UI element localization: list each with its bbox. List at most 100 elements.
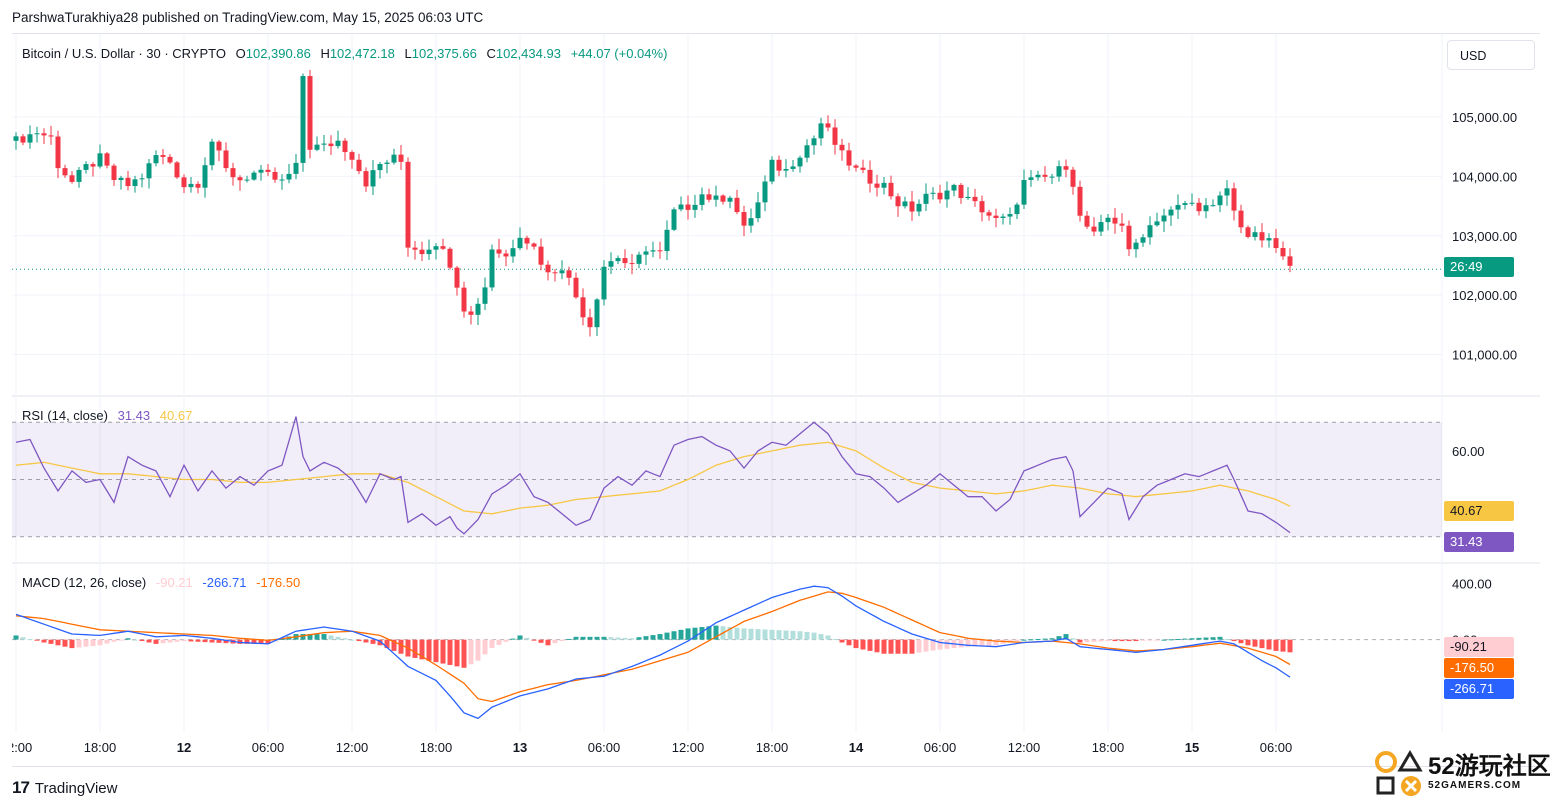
candle-body [174,162,180,178]
macd-histogram-bar [538,639,544,643]
macd-histogram-bar [608,637,614,640]
candle-body [517,237,523,249]
macd-histogram-bar [1140,639,1146,641]
candle-body [195,183,201,188]
candle-body [1154,221,1160,226]
candle-body [475,303,481,315]
macd-histogram-bar [972,639,978,647]
currency-button[interactable]: USD [1447,40,1535,70]
macd-histogram-bar [1133,639,1139,642]
candle-body [265,169,271,172]
candle-body [1287,256,1293,266]
candle-body [874,183,880,188]
macd-histogram-bar [391,639,397,651]
candle-body [237,177,243,181]
macd-signal-legend-value: -176.50 [256,575,301,590]
macd-histogram-bar [209,639,215,643]
macd-histogram-bar [181,639,187,642]
chart-canvas[interactable]: 101,000.00 102,000.00 103,000.00 104,000.00… [12,34,1540,766]
candle-body [223,150,229,169]
candle-body [706,194,712,200]
macd-histogram-bar [160,639,166,644]
candle-body [741,212,747,226]
candle-body [580,297,586,318]
macd-histogram-bar [755,629,761,640]
macd-histogram-bar [1161,639,1167,641]
macd-histogram-bar [573,636,579,640]
candle-body [832,127,838,145]
candle-body [90,164,96,167]
watermark: 52游玩社区 52GAMERS.COM [1374,748,1551,798]
macd-histogram-bar [517,635,523,640]
macd-histogram-bar [832,638,838,640]
candle-body [1161,215,1167,222]
macd-histogram-bar [944,639,950,649]
low-value: L102,375.66 [404,46,477,61]
macd-histogram-bar [1098,639,1104,642]
macd-histogram-bar [1238,639,1244,644]
candle-body [398,154,404,162]
candle-body [643,251,649,255]
candle-body [853,165,859,168]
rsi-ma-tag: 40.67 [1444,501,1514,521]
price-tick-label: 101,000.00 [1452,347,1517,362]
macd-histogram-bar [1231,639,1237,642]
macd-histogram-bar [909,639,915,654]
macd-histogram-bar [1154,639,1160,641]
candle-body [139,178,145,180]
macd-line-tag: -266.71 [1444,679,1514,699]
macd-legend: MACD (12, 26, close) -90.21 -266.71 -176… [22,575,306,590]
candle-body [454,267,460,288]
candle-body [601,266,607,300]
candle-body [783,168,789,171]
chart-frame[interactable]: 101,000.00 102,000.00 103,000.00 104,000.00… [12,33,1540,767]
rsi-title: RSI (14, close) [22,408,108,423]
macd-histogram-bar [1217,636,1223,640]
macd-histogram-bar [727,627,733,640]
candle-body [356,159,362,172]
price-tick-label: 102,000.00 [1452,288,1517,303]
candle-body [482,287,488,304]
candle-body [636,254,642,264]
macd-histogram-bar [139,639,145,642]
candle-body [1000,216,1006,219]
candle-body [692,204,698,210]
macd-histogram-bar [741,628,747,640]
candle-body [524,237,530,244]
main-legend: Bitcoin / U.S. Dollar · 30 · CRYPTO O102… [22,46,673,61]
candle-body [769,159,775,182]
candle-body [825,123,831,128]
candle-body [1217,195,1223,206]
gamepad-symbols-icon [1375,750,1423,796]
candle-body [27,134,33,143]
candle-body [104,153,110,166]
macd-histogram-bar [580,636,586,640]
macd-histogram-bar [356,639,362,642]
macd-histogram-bar [1266,639,1272,650]
footer-brand[interactable]: 17 TradingView [12,778,117,798]
macd-histogram-bar [342,638,348,640]
candle-body [510,248,516,257]
candle-body [1063,166,1069,170]
macd-histogram-bar [1259,639,1265,649]
candle-body [419,249,425,255]
candle-body [699,194,705,205]
candle-body [440,246,446,249]
publisher-credit: ParshwaTurakhiya28 published on TradingV… [12,10,484,25]
macd-histogram-bar [531,639,537,641]
candle-body [958,184,964,199]
candle-body [1259,232,1265,241]
candle-body [790,166,796,169]
candle-body [545,264,551,273]
candle-body [1203,205,1209,212]
macd-histogram-bar [650,635,656,640]
macd-histogram-bar [1252,639,1258,647]
macd-histogram-bar [202,639,208,643]
candle-body [1077,186,1083,216]
candle-body [811,138,817,146]
candle-body [279,179,285,181]
candle-body [55,136,61,169]
candle-body [797,157,803,167]
time-tick-label: 12:00 [672,740,705,755]
macd-histogram-bar [83,639,89,647]
